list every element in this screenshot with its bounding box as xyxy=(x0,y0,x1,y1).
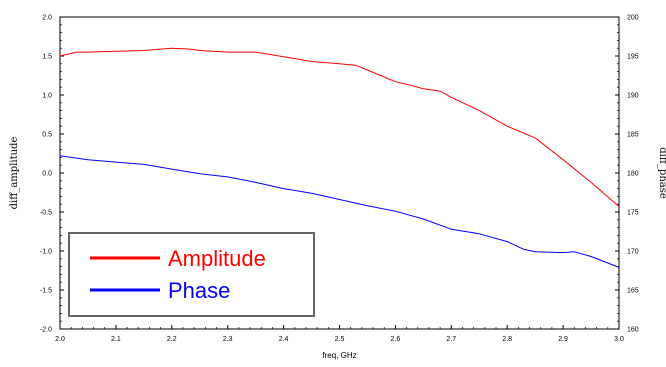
y-left-tick-label: 0.0 xyxy=(42,171,52,178)
y-left-tick-label: -1.0 xyxy=(40,249,52,256)
y-right-tick-label: 185 xyxy=(627,132,639,139)
left-y-axis-label: diff_amplitude xyxy=(9,137,20,210)
y-left-tick-label: 1.0 xyxy=(42,93,52,100)
left-y-axis: 2.0 1.5 1.0 0.5 0.0 -0.5 -1.0 -1.5 -2.0 xyxy=(40,15,64,334)
series-line-phase xyxy=(59,155,620,268)
y-right-tick-label: 180 xyxy=(627,171,639,178)
y-left-tick-label: 2.0 xyxy=(42,15,52,22)
x-tick-label: 2.4 xyxy=(279,336,289,343)
x-axis: 2.0 2.1 2.2 2.3 2.4 2.5 2.6 2.7 2.8 2.9 3.0 xyxy=(55,325,624,343)
y-right-tick-label: 175 xyxy=(627,210,639,217)
x-tick-label: 3.0 xyxy=(614,336,624,343)
legend-label-amplitude: Amplitude xyxy=(168,246,266,271)
legend-box xyxy=(68,232,315,317)
y-left-tick-label: 0.5 xyxy=(42,132,52,139)
y-left-tick-label: -1.5 xyxy=(40,288,52,295)
x-tick-label: 2.1 xyxy=(111,336,121,343)
x-tick-label: 2.3 xyxy=(223,336,233,343)
y-right-tick-label: 195 xyxy=(627,54,639,61)
y-left-tick-label: 1.5 xyxy=(42,54,52,61)
y-left-tick-label: -0.5 xyxy=(40,210,52,217)
y-right-tick-label: 170 xyxy=(627,249,639,256)
y-right-tick-label: 165 xyxy=(627,288,639,295)
y-left-tick-label: -2.0 xyxy=(40,327,52,334)
x-tick-label: 2.2 xyxy=(167,336,177,343)
y-right-tick-label: 160 xyxy=(627,327,639,334)
x-tick-label: 2.0 xyxy=(55,336,65,343)
x-axis-label: freq, GHz xyxy=(322,351,356,360)
y-right-tick-label: 190 xyxy=(627,93,639,100)
y-right-tick-label: 200 xyxy=(627,15,639,22)
series-line-amplitude xyxy=(59,47,620,207)
x-tick-label: 2.7 xyxy=(446,336,456,343)
legend: Amplitude Phase xyxy=(68,232,315,317)
x-tick-label: 2.9 xyxy=(558,336,568,343)
legend-label-phase: Phase xyxy=(168,278,230,303)
x-tick-label: 2.6 xyxy=(391,336,401,343)
x-tick-label: 2.8 xyxy=(502,336,512,343)
x-tick-label: 2.5 xyxy=(335,336,345,343)
right-y-axis-label: diff_phase xyxy=(657,147,666,199)
series-layer xyxy=(59,47,620,268)
